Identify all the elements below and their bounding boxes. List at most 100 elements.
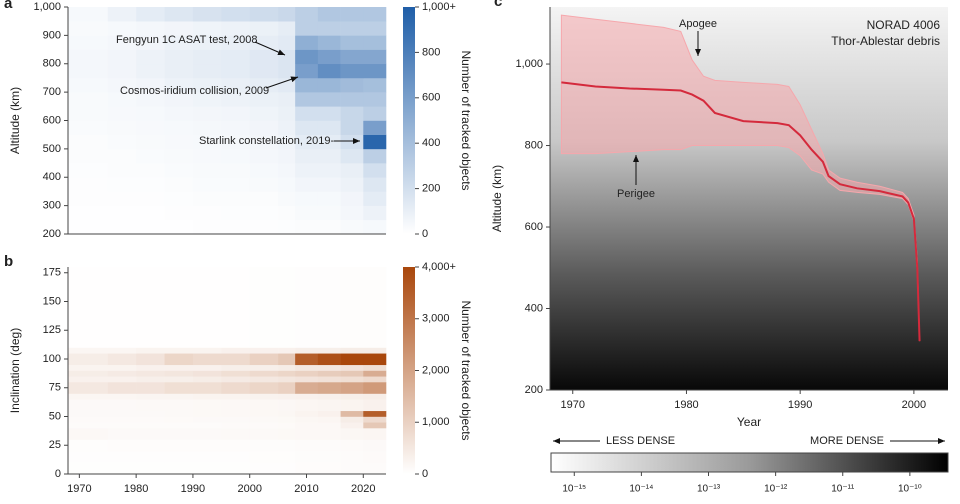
heat-cell <box>136 364 165 371</box>
heat-cell <box>317 21 341 36</box>
heat-cell <box>278 376 296 383</box>
heat-cell <box>317 347 341 354</box>
y-tick-label: 600 <box>525 221 543 233</box>
heat-cell <box>340 177 364 192</box>
heat-cell <box>164 347 194 354</box>
heat-cell <box>317 35 341 50</box>
colorbar-tick-label: 1,000+ <box>422 1 456 13</box>
heat-cell <box>192 177 222 192</box>
heat-cell <box>192 347 222 354</box>
heat-cell <box>221 92 251 107</box>
heat-cell <box>363 35 387 50</box>
heat-cell <box>68 382 109 394</box>
heat-cell <box>192 120 222 135</box>
heat-cell <box>192 21 222 36</box>
heat-cell <box>340 376 364 383</box>
heat-cell <box>278 399 296 412</box>
heat-cell <box>317 353 341 366</box>
heat-cell <box>164 410 194 417</box>
heat-cell <box>278 7 296 22</box>
heat-cell <box>107 7 137 22</box>
heat-cell <box>192 422 222 429</box>
colorbar-label: Number of tracked objects <box>459 50 473 190</box>
heat-cell <box>278 219 296 235</box>
heat-cell <box>249 219 279 235</box>
heat-cell <box>340 399 364 412</box>
heat-cell <box>68 148 109 164</box>
heat-cell <box>136 148 165 164</box>
heat-cell <box>68 416 109 423</box>
heat-cell <box>107 163 137 178</box>
heat-cell <box>317 77 341 93</box>
heat-cell <box>278 347 296 354</box>
heat-cell <box>295 106 319 121</box>
heat-cell <box>136 451 165 463</box>
heat-cell <box>295 191 319 206</box>
heat-cell <box>295 35 319 50</box>
heat-cell <box>278 370 296 377</box>
heat-cell <box>363 428 387 440</box>
heat-cell <box>68 267 109 348</box>
heat-cell <box>278 177 296 192</box>
heat-cell <box>136 7 165 22</box>
heat-cell <box>363 370 387 377</box>
heat-cell <box>278 21 296 36</box>
heat-cell <box>221 393 251 400</box>
heat-cell <box>363 399 387 412</box>
arrow <box>254 41 286 56</box>
heat-cell <box>192 92 222 107</box>
heat-cell <box>164 267 194 348</box>
panel-letter: b <box>4 253 13 270</box>
heat-cell <box>136 21 165 36</box>
heat-cell <box>249 63 279 79</box>
heat-cell <box>317 219 341 235</box>
heat-cell <box>249 347 279 354</box>
heat-cell <box>249 49 279 65</box>
heat-cell <box>249 422 279 429</box>
heat-cell <box>192 77 222 93</box>
y-tick-label: 150 <box>43 295 61 307</box>
heat-cell <box>340 393 364 400</box>
heat-cell <box>295 63 319 79</box>
colorbar-tick-label: 10⁻¹³ <box>697 484 721 495</box>
heat-cell <box>107 353 137 366</box>
colorbar <box>403 267 415 474</box>
heat-cell <box>249 428 279 440</box>
heat-cell <box>221 191 251 206</box>
heat-cell <box>363 120 387 135</box>
heat-cell <box>68 49 109 65</box>
heat-cell <box>317 364 341 371</box>
heat-cell <box>278 148 296 164</box>
colorbar-tick-label: 10⁻¹² <box>764 484 788 495</box>
heat-cell <box>192 191 222 206</box>
heat-cell <box>192 106 222 121</box>
heat-cell <box>221 451 251 463</box>
heat-cell <box>363 106 387 121</box>
heat-cell <box>192 462 222 475</box>
heat-cell <box>363 7 387 22</box>
heat-cell <box>340 49 364 65</box>
heat-cell <box>221 120 251 135</box>
heat-cell <box>278 393 296 400</box>
heat-cell <box>192 7 222 22</box>
heat-cell <box>249 205 279 221</box>
heat-cell <box>221 382 251 394</box>
heat-cell <box>295 462 319 475</box>
annotation: Perigee <box>617 188 655 200</box>
heat-cell <box>295 49 319 65</box>
heat-cell <box>192 370 222 377</box>
heat-cell <box>363 191 387 206</box>
heat-cell <box>68 191 109 206</box>
heat-cell <box>317 205 341 221</box>
heat-cell <box>136 267 165 348</box>
heat-cell <box>136 428 165 440</box>
heat-cell <box>340 353 364 366</box>
heat-cell <box>221 177 251 192</box>
heat-cell <box>192 219 222 235</box>
heat-cell <box>249 376 279 383</box>
heat-cell <box>295 134 319 150</box>
heat-cell <box>221 77 251 93</box>
heat-cell <box>278 267 296 348</box>
heat-cell <box>221 439 251 452</box>
heat-cell <box>363 177 387 192</box>
